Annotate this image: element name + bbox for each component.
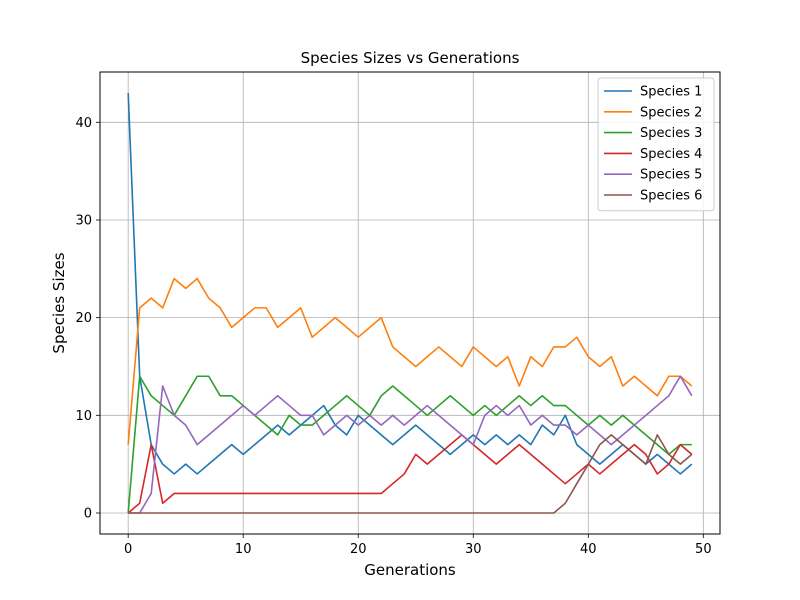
chart-title: Species Sizes vs Generations (301, 49, 520, 67)
legend-label: Species 4 (640, 147, 702, 162)
plot-frame (99, 71, 721, 535)
x-tick-label: 50 (695, 542, 712, 557)
series-line-6 (128, 434, 693, 514)
series-line-5 (128, 375, 693, 514)
y-tick-label: 10 (75, 409, 92, 424)
y-tick-label: 40 (75, 116, 92, 131)
x-axis-title: Generations (364, 561, 456, 579)
x-tick-label: 10 (235, 542, 252, 557)
legend-label: Species 6 (640, 189, 702, 204)
x-tick-label: 40 (580, 542, 597, 557)
axis-ticks: 0 10 20 30 40 50 0 10 20 30 40 (75, 116, 711, 557)
y-tick-label: 20 (75, 311, 92, 326)
legend-label: Species 2 (640, 105, 702, 120)
legend: Species 1 Species 2 Species 3 Species 4 Spec… (597, 77, 715, 212)
legend-label: Species 1 (640, 85, 702, 100)
series-line-4 (127, 434, 693, 514)
legend-label: Species 3 (640, 126, 702, 141)
series-line-2 (127, 277, 693, 445)
series-line-1 (127, 92, 693, 475)
x-tick-label: 20 (350, 542, 367, 557)
series-lines (127, 92, 693, 514)
x-tick-label: 30 (465, 542, 482, 557)
x-tick-label: 0 (124, 542, 132, 557)
y-tick-label: 0 (84, 507, 92, 522)
legend-label: Species 5 (640, 168, 702, 183)
series-line-3 (127, 375, 692, 514)
y-tick-label: 30 (75, 213, 92, 228)
y-axis-title: Species Sizes (50, 252, 68, 353)
